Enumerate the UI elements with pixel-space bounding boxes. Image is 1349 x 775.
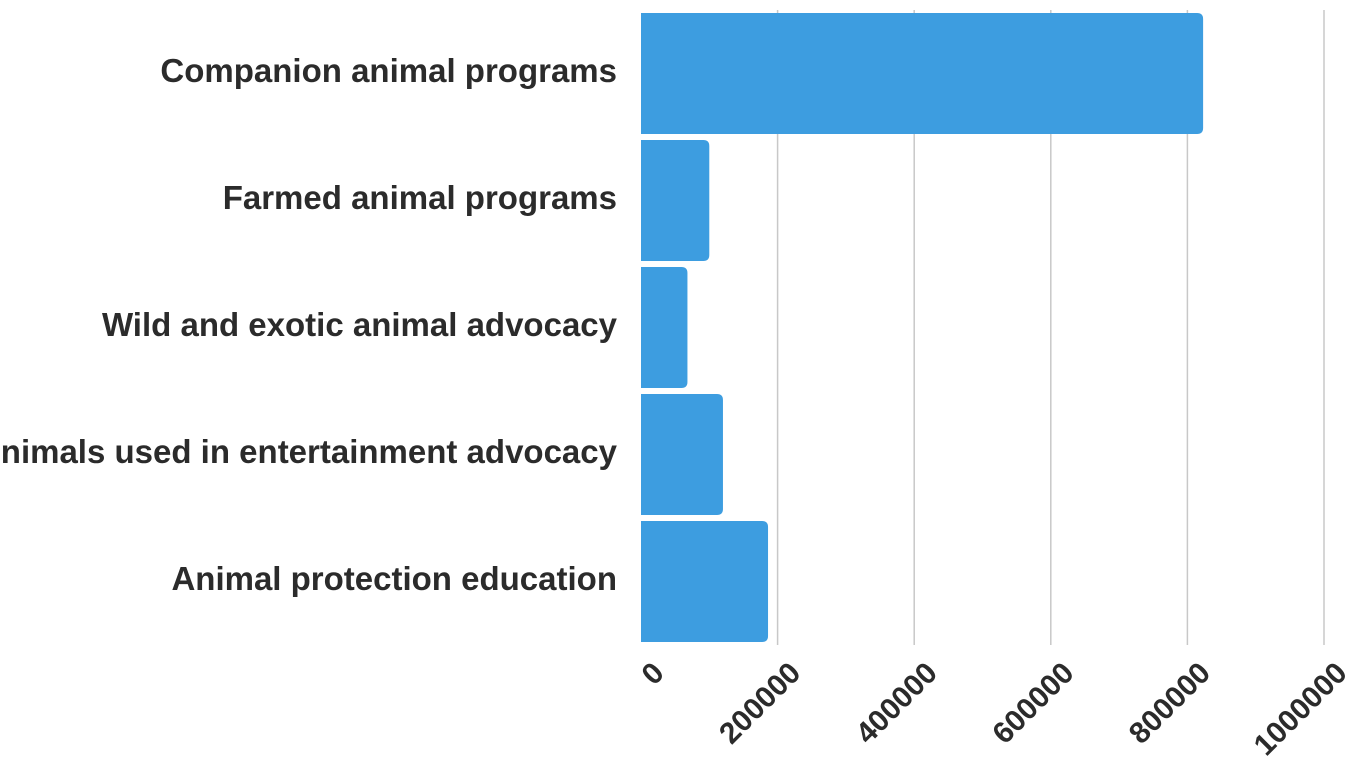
bar [641,521,769,642]
x-tick-label: 600000 [986,656,1080,750]
bar [641,267,688,388]
category-label: Companion animal programs [160,52,617,89]
category-label: Farmed animal programs [223,179,617,216]
category-label: Animal protection education [171,560,617,597]
x-tick-label: 0 [636,656,671,691]
x-tick-label: 400000 [850,656,944,750]
bar [641,394,723,515]
category-label-layer: Companion animal programs Farmed animal p… [0,52,618,597]
category-label: Animals used in entertainment advocacy [0,433,618,470]
x-tick-label: 800000 [1123,656,1217,750]
tick-label-layer: 0 200000 400000 600000 800000 1000000 [636,656,1349,762]
category-label: Wild and exotic animal advocacy [102,306,618,343]
bar-layer [641,13,1204,642]
bar [641,13,1204,134]
bar [641,140,710,261]
x-tick-label: 200000 [713,656,807,750]
x-tick-label: 1000000 [1248,656,1349,762]
